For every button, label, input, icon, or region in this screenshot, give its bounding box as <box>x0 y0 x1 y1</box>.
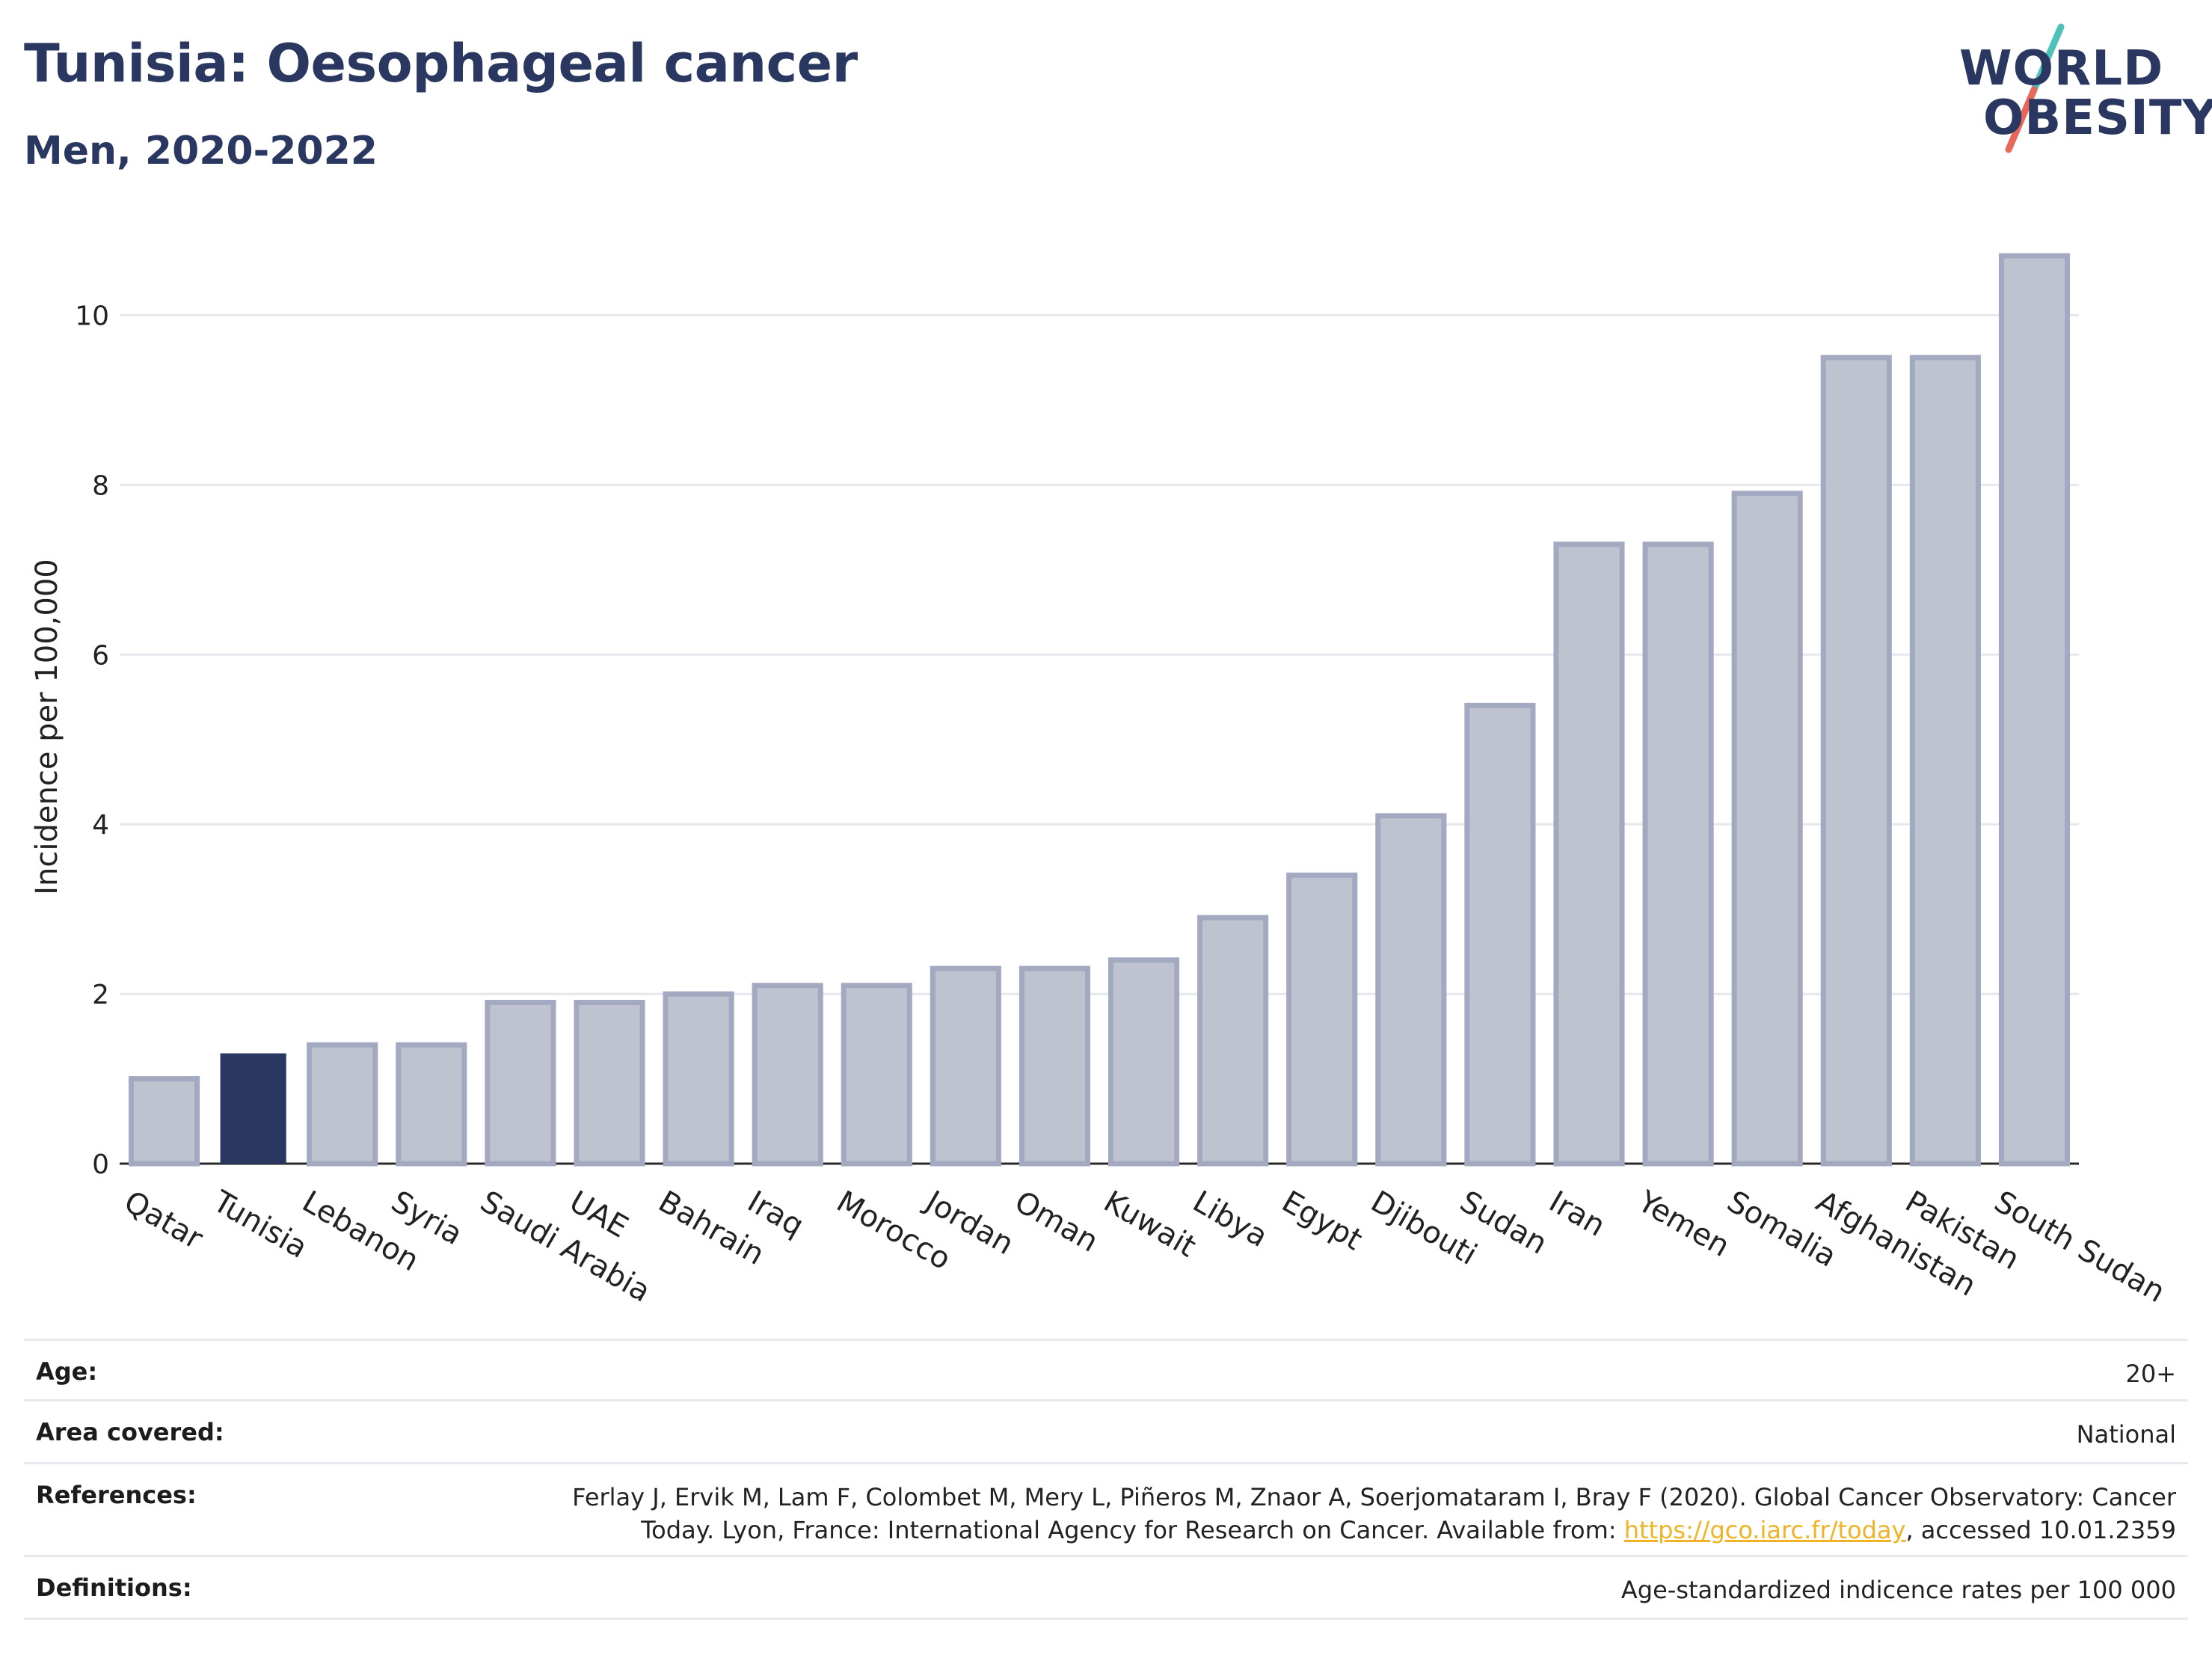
x-tick-label: Saudi Arabia <box>475 1185 657 1309</box>
references-link[interactable]: https://gco.iarc.fr/today <box>1623 1516 1906 1544</box>
info-row-area: Area covered: National <box>24 1401 2188 1464</box>
y-tick-label: 4 <box>92 810 109 841</box>
info-row-references: References: Ferlay J, Ervik M, Lam F, Co… <box>24 1464 2188 1557</box>
page-title: Tunisia: Oesophageal cancer <box>24 33 858 94</box>
logo-line-1: WORLD <box>1959 41 2164 96</box>
x-tick-label: Tunisia <box>206 1184 313 1265</box>
logo-line-2: OBESITY <box>1983 90 2212 146</box>
y-tick-labels: 0 2 4 6 8 10 <box>75 301 109 1180</box>
area-label: Area covered: <box>36 1418 224 1446</box>
world-obesity-logo: WORLD OBESITY <box>1944 22 2212 157</box>
page-subtitle: Men, 2020-2022 <box>24 129 378 174</box>
bar-iraq[interactable] <box>752 983 823 1167</box>
bar-iran[interactable] <box>1553 541 1625 1167</box>
bar-uae[interactable] <box>574 999 645 1167</box>
y-tick-label: 10 <box>75 301 109 331</box>
bar-afghanistan[interactable] <box>1820 354 1892 1167</box>
definitions-value: Age-standardized indicence rates per 100… <box>1620 1576 2176 1604</box>
logo-slash-icon <box>2005 23 2065 153</box>
bar-south-sudan[interactable] <box>1998 253 2071 1167</box>
y-tick-label: 6 <box>92 640 109 671</box>
definitions-label: Definitions: <box>36 1573 192 1602</box>
bar-djibouti[interactable] <box>1375 813 1447 1167</box>
bar-syria[interactable] <box>396 1042 467 1167</box>
bar-bahrain[interactable] <box>663 991 734 1167</box>
area-value: National <box>2076 1420 2176 1449</box>
bar-libya[interactable] <box>1197 915 1269 1167</box>
bars <box>128 253 2071 1167</box>
bar-saudi-arabia[interactable] <box>485 999 556 1167</box>
info-table: Age: 20+ Area covered: National Referenc… <box>24 1339 2188 1620</box>
x-tick-label: Qatar <box>118 1185 209 1256</box>
bar-somalia[interactable] <box>1731 491 1803 1167</box>
x-tick-label: Egypt <box>1276 1185 1368 1258</box>
bar-pakistan[interactable] <box>1909 354 1981 1167</box>
bar-egypt[interactable] <box>1286 872 1358 1167</box>
bar-jordan[interactable] <box>930 965 1001 1167</box>
references-line-2-pre: Today. Lyon, France: International Agenc… <box>641 1516 1624 1544</box>
x-tick-label: Iran <box>1543 1185 1612 1244</box>
age-label: Age: <box>36 1357 98 1386</box>
references-line-1: Ferlay J, Ervik M, Lam F, Colombet M, Me… <box>572 1483 2176 1511</box>
bar-tunisia[interactable] <box>220 1053 286 1164</box>
bar-qatar[interactable] <box>128 1076 200 1167</box>
y-tick-label: 2 <box>92 980 109 1010</box>
x-tick-label: Libya <box>1187 1185 1274 1254</box>
grid-lines <box>120 313 2079 1165</box>
age-value: 20+ <box>2125 1360 2176 1388</box>
bar-yemen[interactable] <box>1642 541 1714 1167</box>
y-axis-label: Incidence per 100,000 <box>30 559 64 895</box>
references-value: Ferlay J, Ervik M, Lam F, Colombet M, Me… <box>572 1481 2176 1547</box>
x-tick-label: Yemen <box>1632 1184 1736 1264</box>
bar-oman[interactable] <box>1019 965 1091 1167</box>
references-label: References: <box>36 1481 197 1509</box>
references-line-2-post: , accessed 10.01.2359 <box>1905 1516 2176 1544</box>
bar-sudan[interactable] <box>1464 702 1536 1167</box>
bar-kuwait[interactable] <box>1107 957 1180 1167</box>
y-tick-label: 0 <box>92 1149 109 1180</box>
y-tick-label: 8 <box>92 470 109 501</box>
x-tick-label: Kuwait <box>1098 1185 1202 1265</box>
x-tick-label: Oman <box>1009 1185 1104 1259</box>
bar-morocco[interactable] <box>841 983 912 1167</box>
info-row-age: Age: 20+ <box>24 1339 2188 1401</box>
bar-lebanon[interactable] <box>307 1042 378 1167</box>
info-row-definitions: Definitions: Age-standardized indicence … <box>24 1557 2188 1620</box>
